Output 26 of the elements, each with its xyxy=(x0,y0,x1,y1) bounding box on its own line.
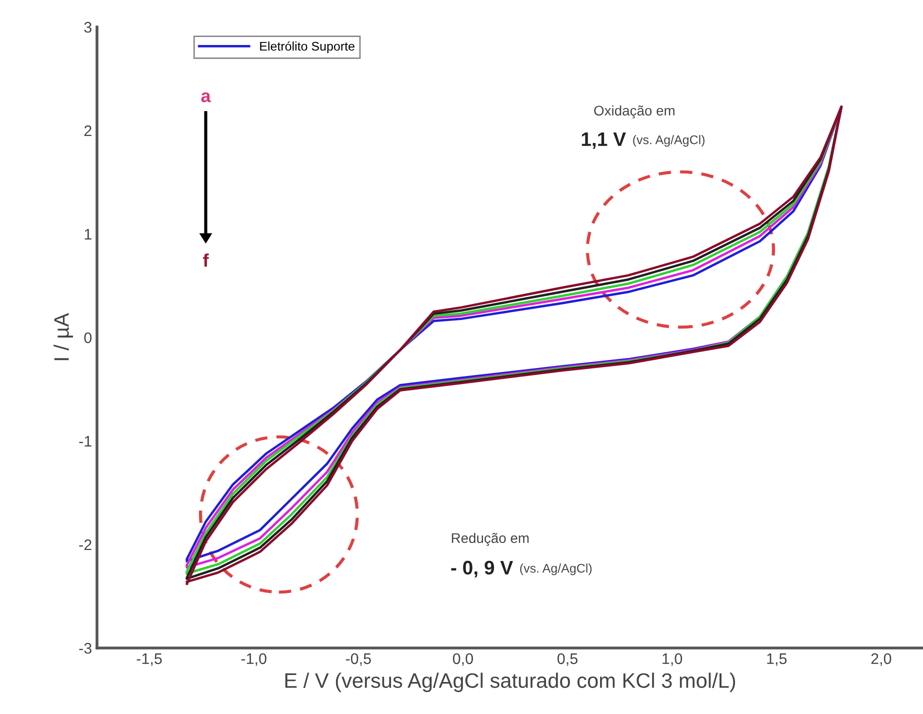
x-tick-label: -1,5 xyxy=(136,653,162,666)
y-tick-label: 0 xyxy=(84,332,92,344)
y-tick-label: 1 xyxy=(84,229,92,240)
annotation: (vs. Ag/AgCl) xyxy=(633,135,704,147)
annotation: - 0, 9 V xyxy=(451,560,514,578)
x-tick-label: 1,0 xyxy=(662,653,682,666)
legend-label: Eletrólito Suporte xyxy=(260,41,354,54)
y-tick-label: -3 xyxy=(79,642,92,654)
annotation: (vs. Ag/AgCl) xyxy=(520,564,592,576)
annotation: a xyxy=(201,92,211,102)
x-tick-label: 2,0 xyxy=(871,653,892,666)
x-axis-title: E / V (versus Ag/AgCl saturado com KCl 3 mol/L) xyxy=(285,672,736,692)
annotation: Oxidação em xyxy=(594,105,674,118)
annotation: f xyxy=(203,254,209,267)
y-tick-label: -1 xyxy=(79,436,92,447)
x-tick-label: -1,0 xyxy=(241,653,266,666)
y-tick-label: 3 xyxy=(84,22,92,33)
x-tick-label: 1,5 xyxy=(767,653,787,666)
y-tick-label: 2 xyxy=(84,125,92,136)
annotation: 1,1 V xyxy=(582,132,626,149)
x-tick-label: -0,5 xyxy=(346,653,371,666)
annotation: Redução em xyxy=(452,532,529,546)
x-tick-label: 0,5 xyxy=(557,653,578,666)
y-axis-title: I / µA xyxy=(54,313,73,360)
x-tick-label: 0,0 xyxy=(452,653,473,666)
y-tick-label: -2 xyxy=(79,539,92,550)
